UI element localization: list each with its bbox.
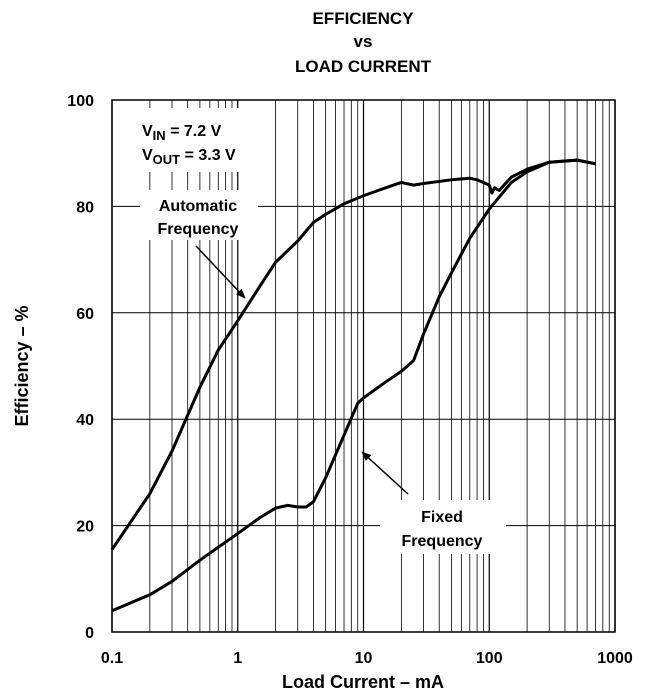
arrow — [195, 245, 246, 299]
y-tick-label: 40 — [76, 412, 94, 429]
x-tick-label: 1000 — [597, 650, 633, 667]
label-backgrounds — [120, 108, 506, 554]
annotation-part: = 3.3 V — [180, 147, 236, 164]
y-tick-label: 80 — [76, 199, 94, 216]
x-tick-label: 100 — [476, 650, 503, 667]
y-axis-label: Efficiency – % — [12, 305, 32, 426]
label-background — [140, 190, 258, 240]
annotation: Fixed — [421, 509, 463, 526]
y-tick-label: 0 — [85, 625, 94, 642]
label-background — [380, 500, 506, 554]
chart-title: EFFICIENCY — [312, 9, 414, 28]
x-tick-label: 0.1 — [101, 650, 123, 667]
annotation: Automatic — [159, 198, 237, 215]
line-series — [111, 158, 596, 613]
grid — [111, 99, 616, 633]
x-tick-label: 1 — [233, 650, 242, 667]
annotation-part: V — [142, 123, 153, 140]
arrow — [361, 451, 409, 495]
annotation: VOUT = 3.3 V — [142, 147, 236, 167]
annotation-part: V — [142, 147, 153, 164]
annotation-subscript: OUT — [153, 152, 181, 167]
plot-frame — [111, 99, 616, 633]
annotation-part: = 7.2 V — [166, 123, 222, 140]
y-tick-label: 60 — [76, 306, 94, 323]
annotation-subscript: IN — [153, 128, 166, 143]
y-tick-label: 100 — [67, 93, 94, 110]
x-axis-label: Load Current – mA — [282, 672, 444, 692]
chart-title: vs — [354, 32, 373, 51]
line-series — [110, 158, 596, 551]
lines — [110, 158, 596, 613]
annotation: VIN = 7.2 V — [142, 123, 222, 143]
x-tick-label: 10 — [355, 650, 373, 667]
label-background — [120, 108, 260, 172]
chart-title: LOAD CURRENT — [295, 57, 432, 76]
annotation: Frequency — [158, 221, 239, 238]
y-tick-label: 20 — [76, 519, 94, 536]
annotation: Frequency — [402, 533, 483, 550]
